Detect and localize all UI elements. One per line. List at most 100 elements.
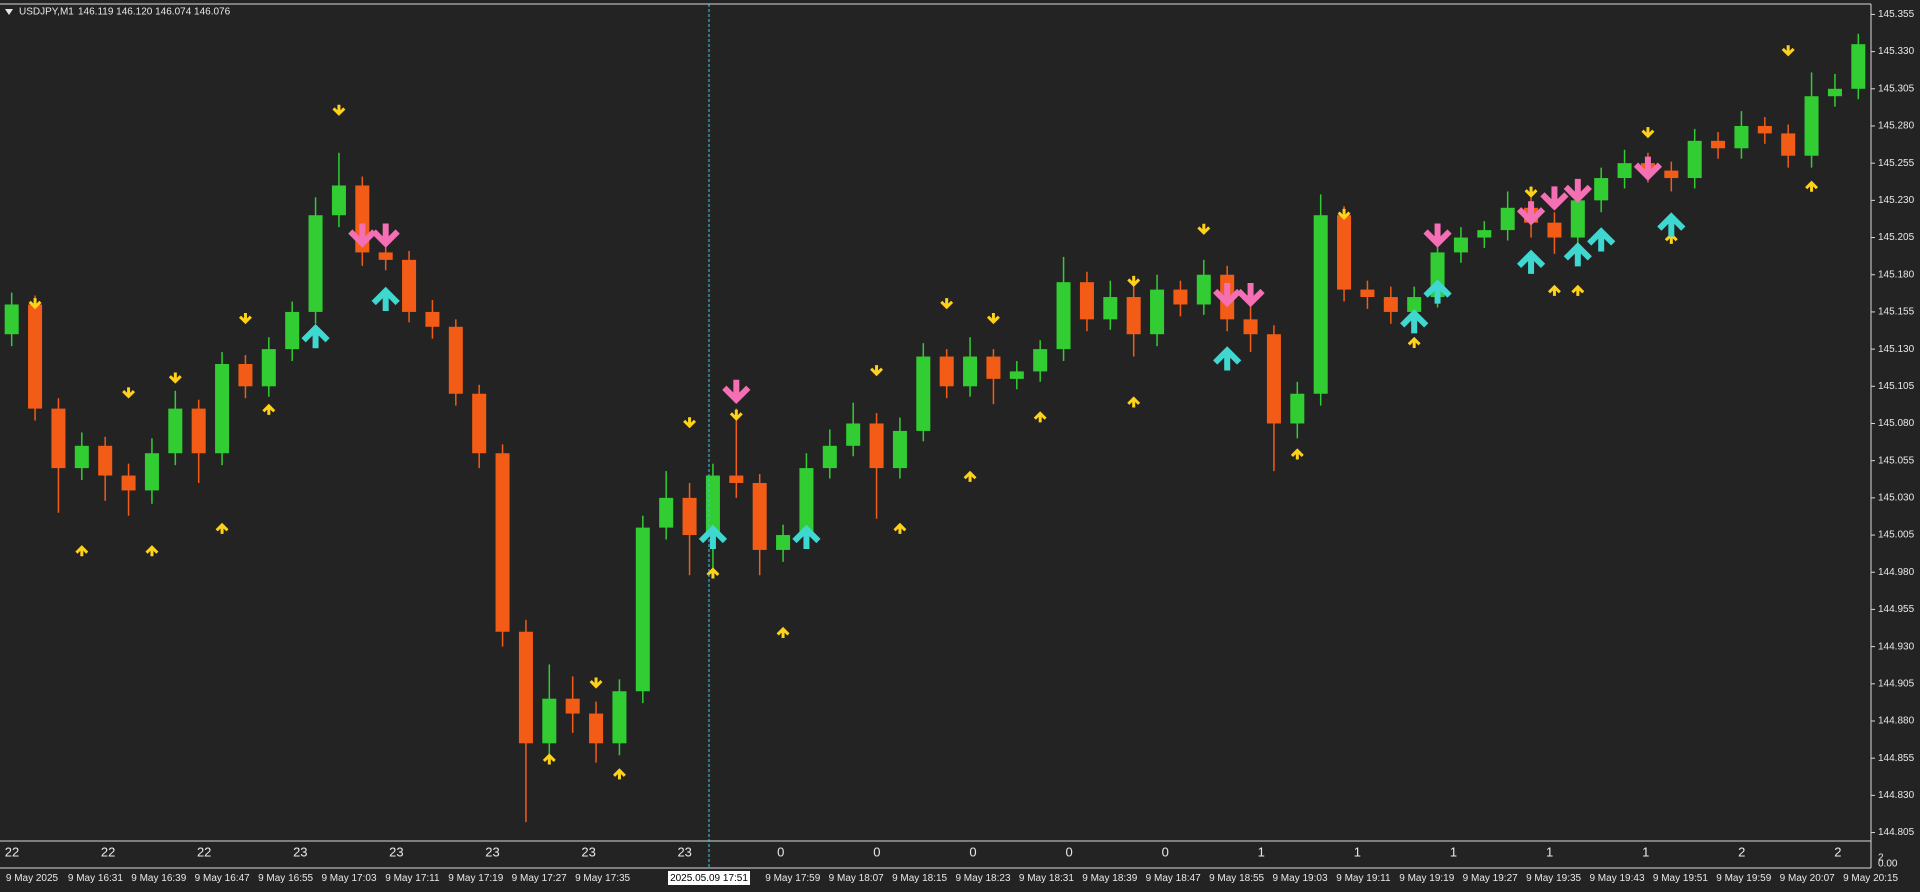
candle-body — [1617, 163, 1632, 179]
candle-body — [261, 349, 276, 387]
signal-arrow — [542, 753, 556, 765]
signal-arrow — [1236, 283, 1265, 308]
signal-arrow — [1524, 186, 1538, 198]
x-axis: 22 22 22 23 23 23 23 23 0 0 0 0 0 1 1 1 1 1 2 29 May 2025 9 … — [5, 844, 1899, 884]
candle-body — [1173, 289, 1188, 305]
candle-body — [1383, 297, 1398, 312]
x-tick-label: 9 May 18:39 — [1082, 873, 1137, 884]
signal-arrow — [215, 522, 229, 534]
candle-body — [448, 326, 463, 394]
y-tick-label: 145.180 — [1878, 269, 1915, 280]
candle-body — [635, 527, 650, 692]
candle-body — [565, 698, 580, 714]
signal-arrow — [122, 387, 136, 399]
candle-body — [425, 311, 440, 327]
candle-body — [331, 185, 346, 216]
signal-arrow — [332, 104, 346, 116]
y-tick-label: 145.130 — [1878, 344, 1915, 355]
signal-arrow — [870, 365, 884, 377]
y-tick-label: 144.955 — [1878, 604, 1915, 615]
y-tick-label: 145.155 — [1878, 307, 1915, 318]
sub-label: 1 — [1258, 844, 1265, 859]
signal-arrow — [1563, 242, 1592, 267]
crosshair-label-box — [668, 871, 750, 885]
candle-body — [1266, 334, 1281, 424]
candle-body — [215, 363, 230, 454]
header-prices: 146.119 146.120 146.074 146.076 — [78, 7, 231, 18]
signal-arrow — [1540, 186, 1569, 211]
candle-body — [98, 445, 113, 476]
candle-body — [799, 468, 814, 536]
candle-body — [1056, 282, 1071, 350]
candle-body — [144, 453, 159, 491]
sub-label: 22 — [5, 844, 19, 859]
candle-body — [74, 445, 89, 469]
candle-body — [4, 304, 19, 335]
candle-body — [1079, 282, 1094, 320]
sub-label: 2 — [1738, 844, 1745, 859]
x-tick-label: 9 May 18:31 — [1019, 873, 1074, 884]
candle-body — [1734, 125, 1749, 149]
y-tick-label: 144.805 — [1878, 827, 1915, 838]
y-tick-label: 145.080 — [1878, 418, 1915, 429]
x-tick-label: 9 May 18:07 — [829, 873, 884, 884]
candle-body — [1453, 237, 1468, 253]
candle-body — [589, 713, 604, 744]
candle-body — [1150, 289, 1165, 335]
candle-body — [1781, 133, 1796, 156]
x-tick-label: 9 May 19:19 — [1399, 873, 1454, 884]
candle-body — [963, 356, 978, 387]
signal-arrow — [348, 223, 377, 248]
sub-label: 23 — [389, 844, 403, 859]
x-tick-label: 9 May 18:55 — [1209, 873, 1264, 884]
candle-body — [495, 453, 510, 632]
signal-arrow — [1587, 227, 1616, 252]
signal-arrow — [1516, 249, 1546, 274]
y-tick-label: 144.980 — [1878, 567, 1915, 578]
signal-arrow — [145, 545, 159, 557]
signal-arrow — [722, 379, 751, 404]
candle-body — [168, 408, 183, 454]
sub-scale-label: 0.00 — [1878, 859, 1898, 870]
candle-body — [682, 497, 697, 536]
y-tick-label: 145.030 — [1878, 493, 1915, 504]
candle-body — [1500, 207, 1515, 231]
x-tick-label: 9 May 17:59 — [765, 873, 820, 884]
x-tick-label: 9 May 16:39 — [131, 873, 186, 884]
signal-arrow — [1571, 284, 1585, 296]
signal-arrow — [963, 470, 977, 482]
signal-arrow — [612, 768, 626, 780]
x-tick-label: 9 May 16:31 — [68, 873, 123, 884]
candle-body — [939, 356, 954, 387]
signal-arrow — [698, 524, 728, 550]
y-tick-label: 144.905 — [1878, 678, 1915, 689]
candle-body — [191, 408, 206, 454]
signal-arrow — [28, 298, 42, 310]
candle-body — [1009, 371, 1024, 379]
crosshair-label: 2025.05.09 17:51 — [670, 873, 748, 884]
candle-body — [1313, 215, 1328, 394]
candle-body — [1337, 215, 1352, 290]
x-tick-label: 9 May 17:11 — [385, 873, 440, 884]
candle-body — [542, 698, 557, 744]
signal-arrow — [1781, 45, 1795, 57]
y-tick-label: 145.255 — [1878, 158, 1915, 169]
signal-arrow — [1423, 279, 1452, 304]
signal-arrow — [75, 545, 89, 557]
x-tick-label: 9 May 16:47 — [195, 873, 250, 884]
signal-arrow — [683, 417, 697, 429]
menu-triangle[interactable] — [5, 9, 13, 15]
sub-label: 1 — [1546, 844, 1553, 859]
signal-arrow — [1400, 309, 1429, 334]
signal-arrow — [168, 372, 182, 384]
signal-arrow — [1127, 275, 1141, 287]
y-tick-label: 144.855 — [1878, 753, 1915, 764]
candle-body — [846, 423, 861, 446]
sub-label: 0 — [1065, 844, 1072, 859]
x-tick-label: 9 May 19:11 — [1336, 873, 1391, 884]
signal-arrow — [262, 403, 276, 415]
candle-body — [1570, 200, 1585, 238]
signal-arrow — [1407, 336, 1421, 348]
signal-arrow — [986, 313, 1000, 325]
